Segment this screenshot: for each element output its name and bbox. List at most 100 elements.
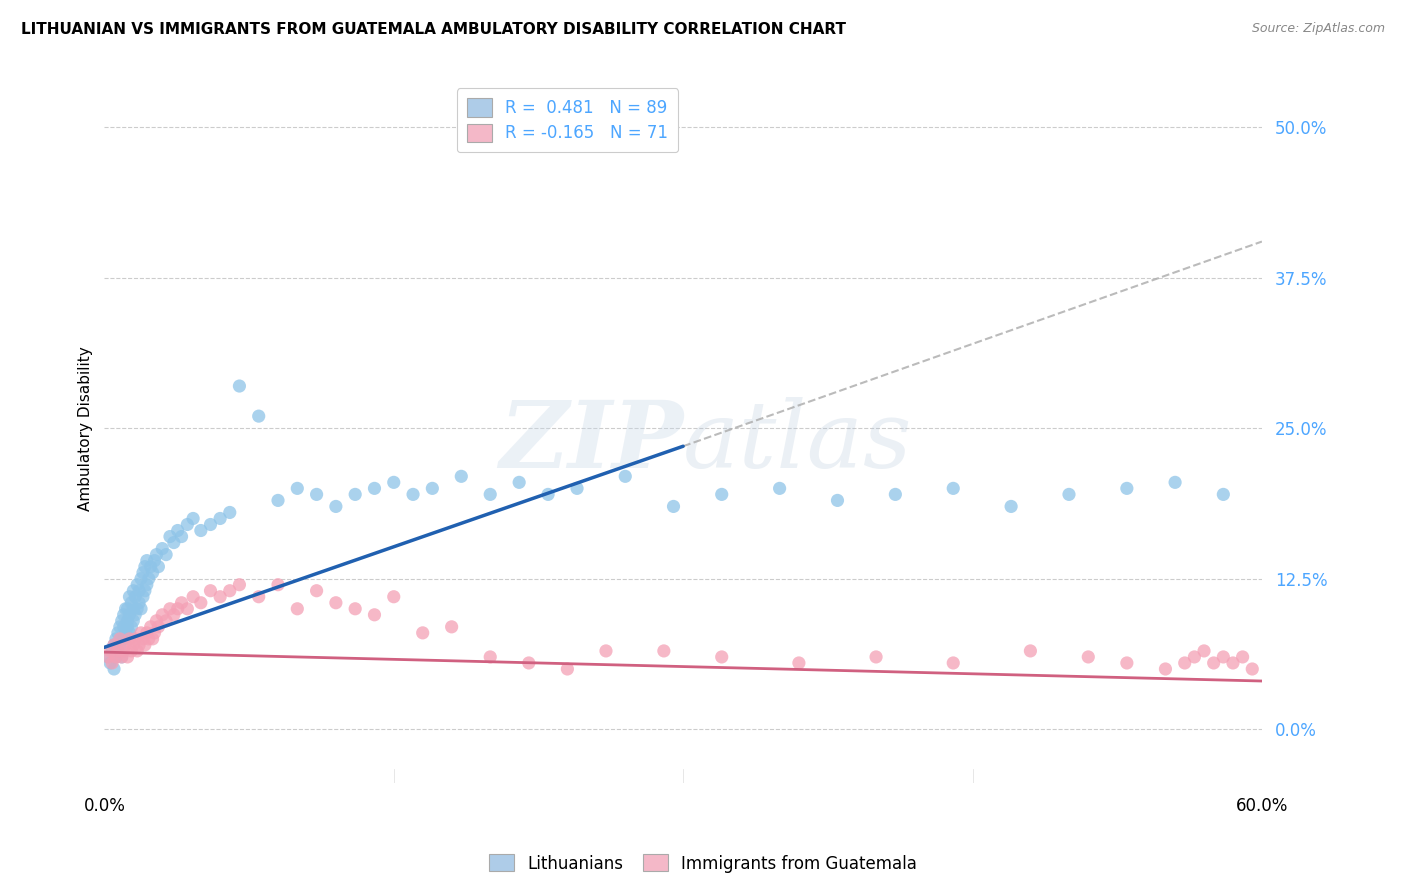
Point bbox=[595, 644, 617, 658]
Point bbox=[128, 583, 150, 598]
Point bbox=[128, 638, 150, 652]
Point bbox=[98, 644, 121, 658]
Point bbox=[128, 596, 150, 610]
Point bbox=[218, 583, 240, 598]
Point bbox=[163, 607, 186, 622]
Point bbox=[124, 590, 146, 604]
Point bbox=[111, 614, 134, 628]
Point bbox=[101, 644, 124, 658]
Point bbox=[450, 469, 472, 483]
Point bbox=[134, 638, 156, 652]
Point bbox=[138, 572, 160, 586]
Point bbox=[942, 482, 965, 496]
Point bbox=[557, 662, 579, 676]
Point bbox=[122, 601, 145, 615]
Point bbox=[118, 607, 141, 622]
Point bbox=[104, 632, 127, 646]
Point bbox=[155, 614, 177, 628]
Point bbox=[190, 524, 212, 538]
Point bbox=[710, 487, 733, 501]
Point bbox=[363, 607, 385, 622]
Point bbox=[200, 583, 222, 598]
Point bbox=[117, 649, 139, 664]
Point bbox=[124, 632, 146, 646]
Point bbox=[190, 596, 212, 610]
Point bbox=[1241, 662, 1264, 676]
Point bbox=[107, 644, 129, 658]
Point bbox=[108, 620, 131, 634]
Point bbox=[150, 541, 173, 556]
Point bbox=[166, 524, 188, 538]
Point bbox=[209, 590, 232, 604]
Point bbox=[247, 409, 270, 424]
Point bbox=[1232, 649, 1254, 664]
Point bbox=[1212, 649, 1234, 664]
Point bbox=[107, 625, 129, 640]
Point bbox=[97, 649, 120, 664]
Point bbox=[120, 596, 142, 610]
Point bbox=[1182, 649, 1205, 664]
Point bbox=[120, 644, 142, 658]
Point bbox=[1164, 475, 1187, 490]
Point bbox=[101, 656, 124, 670]
Point bbox=[1222, 656, 1244, 670]
Point bbox=[148, 620, 170, 634]
Point bbox=[479, 649, 502, 664]
Point bbox=[134, 559, 156, 574]
Point bbox=[114, 601, 136, 615]
Point bbox=[135, 577, 157, 591]
Point bbox=[122, 583, 145, 598]
Point bbox=[129, 625, 152, 640]
Point bbox=[112, 632, 135, 646]
Point bbox=[132, 566, 155, 580]
Point bbox=[1000, 500, 1022, 514]
Point bbox=[768, 482, 790, 496]
Point bbox=[710, 649, 733, 664]
Point bbox=[412, 625, 434, 640]
Point bbox=[827, 493, 849, 508]
Point bbox=[865, 649, 887, 664]
Point bbox=[517, 656, 540, 670]
Point bbox=[1115, 656, 1137, 670]
Point bbox=[1115, 482, 1137, 496]
Point bbox=[537, 487, 560, 501]
Point bbox=[1077, 649, 1099, 664]
Point bbox=[120, 620, 142, 634]
Point bbox=[127, 601, 149, 615]
Point bbox=[200, 517, 222, 532]
Point bbox=[139, 559, 162, 574]
Point bbox=[114, 625, 136, 640]
Point bbox=[134, 583, 156, 598]
Point bbox=[305, 487, 328, 501]
Point bbox=[142, 632, 165, 646]
Point bbox=[127, 644, 149, 658]
Point bbox=[132, 632, 155, 646]
Point bbox=[98, 656, 121, 670]
Point bbox=[159, 529, 181, 543]
Point bbox=[170, 596, 193, 610]
Point bbox=[127, 577, 149, 591]
Point bbox=[145, 614, 167, 628]
Point bbox=[108, 638, 131, 652]
Point bbox=[176, 601, 198, 615]
Point bbox=[139, 620, 162, 634]
Point bbox=[305, 583, 328, 598]
Point bbox=[132, 590, 155, 604]
Point bbox=[148, 559, 170, 574]
Point bbox=[285, 482, 308, 496]
Legend: Lithuanians, Immigrants from Guatemala: Lithuanians, Immigrants from Guatemala bbox=[482, 847, 924, 880]
Point bbox=[479, 487, 502, 501]
Point bbox=[118, 625, 141, 640]
Point bbox=[218, 506, 240, 520]
Point bbox=[114, 638, 136, 652]
Point bbox=[104, 649, 127, 664]
Point bbox=[942, 656, 965, 670]
Point bbox=[108, 632, 131, 646]
Point bbox=[163, 535, 186, 549]
Text: Source: ZipAtlas.com: Source: ZipAtlas.com bbox=[1251, 22, 1385, 36]
Point bbox=[209, 511, 232, 525]
Point bbox=[176, 517, 198, 532]
Point bbox=[145, 548, 167, 562]
Point bbox=[118, 590, 141, 604]
Point bbox=[344, 487, 367, 501]
